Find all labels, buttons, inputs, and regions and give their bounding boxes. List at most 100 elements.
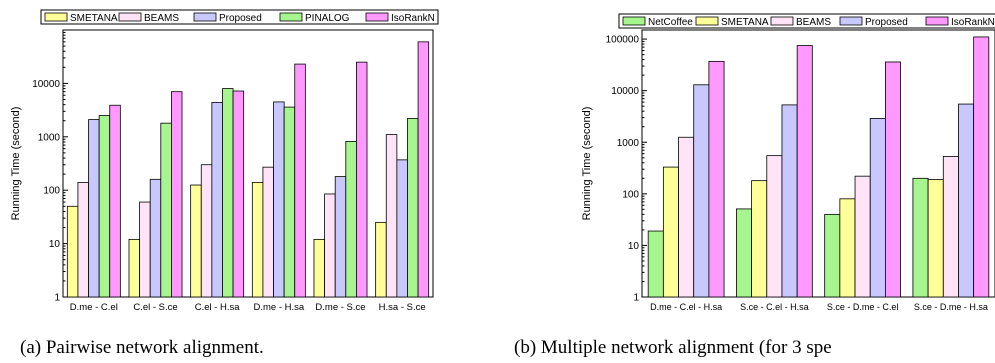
x-tick-label: D.me - H.sa: [253, 302, 304, 313]
y-tick-label: 10: [49, 239, 61, 250]
chart-b: 1 10 100 1000 10000 100000 Running Time (secon…: [514, 13, 995, 358]
y-tick-label: 100: [622, 189, 639, 200]
bar-beams-1: [139, 201, 151, 298]
bar-pinalog-1: [160, 122, 172, 298]
legend-label: IsoRankN: [951, 17, 995, 28]
chart-a: 1 10 100 1000 10000 Running Time (second) D.me…: [10, 9, 439, 358]
legend-swatch-isorankn: [365, 12, 389, 22]
y-tick-label: 10: [628, 241, 640, 252]
legend-label: Proposed: [219, 13, 262, 24]
legend-swatch-netcoffee: [622, 16, 646, 26]
x-tick-label: C.el - H.sa: [195, 302, 241, 313]
bar-pinalog-4: [345, 141, 357, 298]
bar-smetana-3: [927, 179, 944, 298]
bar-netcoffee-2: [824, 213, 841, 298]
bar-smetana-4: [313, 238, 325, 298]
bar-proposed-4: [334, 176, 347, 298]
y-tick-label: 1: [54, 293, 60, 304]
bar-proposed-0: [88, 119, 100, 298]
bar-proposed-2: [869, 117, 886, 298]
legend-label: BEAMS: [144, 13, 179, 24]
y-tick-label: 10000: [611, 86, 639, 97]
bar-pinalog-5: [407, 118, 419, 298]
bar-isorankn-2: [884, 61, 901, 298]
bar-smetana-3: [251, 181, 264, 298]
bar-smetana-1: [751, 180, 768, 298]
x-tick-label: D.me - C.el - H.sa: [650, 302, 722, 312]
bar-pinalog-3: [283, 106, 296, 298]
legend-label: SMETANA: [70, 13, 118, 24]
x-tick-label: H.sa - S.ce: [379, 302, 426, 313]
bar-smetana-0: [66, 205, 79, 298]
x-tick-label: S.ce - D.me - C.el: [827, 302, 899, 312]
bar-smetana-0: [662, 166, 679, 298]
bar-proposed-3: [958, 103, 975, 298]
x-tick-label: D.me - S.ce: [315, 302, 365, 313]
y-tick-label: 1: [633, 293, 639, 304]
x-tick-label: S.ce - C.el - H.sa: [740, 302, 809, 312]
bar-netcoffee-3: [912, 177, 929, 298]
bar-beams-5: [385, 134, 398, 298]
y-tick-label: 1000: [38, 132, 61, 143]
bar-proposed-5: [396, 159, 408, 298]
y-tick-label: 10000: [32, 79, 60, 90]
bar-beams-3: [262, 166, 274, 298]
x-tick-label: C.el - S.ce: [133, 302, 177, 313]
bar-beams-0: [678, 136, 695, 298]
x-tick-label: S.ce - D.me - H.sa: [914, 302, 988, 312]
bar-beams-4: [324, 193, 336, 298]
bar-smetana-5: [375, 221, 387, 298]
y-axis-label: Running Time (second): [581, 107, 593, 221]
y-tick-label: 100: [43, 186, 60, 197]
y-tick-label: 1000: [617, 138, 640, 149]
bar-pinalog-0: [98, 115, 111, 298]
chart-caption: (a) Pairwise network alignment.: [20, 337, 264, 358]
bar-netcoffee-0: [647, 230, 664, 298]
legend-swatch-pinalog: [279, 12, 303, 22]
legend-label: BEAMS: [796, 17, 831, 28]
bar-isorankn-1: [796, 45, 813, 298]
bar-smetana-1: [128, 238, 140, 298]
bar-isorankn-0: [109, 104, 121, 298]
bar-netcoffee-1: [736, 208, 753, 298]
legend-label: SMETANA: [721, 17, 769, 28]
bar-proposed-3: [273, 101, 285, 298]
bar-isorankn-1: [171, 91, 183, 298]
bar-proposed-1: [781, 104, 798, 298]
bar-isorankn-0: [708, 60, 725, 298]
bar-smetana-2: [839, 198, 856, 298]
legend-label: PINALOG: [305, 13, 350, 24]
y-tick-label: 100000: [606, 35, 640, 46]
plot-frame: [641, 29, 995, 298]
legend-swatch-smetana: [695, 16, 719, 26]
legend-swatch-isorankn: [925, 16, 949, 26]
legend-swatch-beams: [118, 12, 142, 22]
bar-beams-2: [854, 175, 871, 298]
legend-swatch-proposed: [193, 12, 217, 22]
bar-smetana-2: [190, 184, 202, 298]
chart-caption: (b) Multiple network alignment (for 3 sp…: [514, 337, 832, 358]
legend-swatch-beams: [770, 16, 794, 26]
legend-label: Proposed: [865, 17, 908, 28]
legend-swatch-proposed: [839, 16, 863, 26]
bar-isorankn-5: [417, 41, 430, 298]
bar-proposed-1: [149, 178, 162, 298]
legend-swatch-smetana: [44, 12, 68, 22]
bar-proposed-2: [211, 102, 223, 298]
legend-label: NetCoffee: [648, 17, 693, 28]
bar-beams-2: [200, 164, 213, 298]
bar-isorankn-2: [232, 90, 245, 298]
bar-isorankn-3: [294, 63, 306, 298]
plot-frame: [62, 29, 434, 298]
bar-beams-0: [77, 181, 89, 298]
bar-beams-3: [942, 156, 959, 298]
bar-beams-1: [766, 155, 783, 298]
y-axis-label: Running Time (second): [10, 107, 22, 221]
bar-pinalog-2: [222, 88, 234, 298]
bar-proposed-0: [693, 84, 710, 298]
x-tick-label: D.me - C.el: [70, 302, 118, 313]
bar-isorankn-3: [973, 36, 990, 298]
bar-isorankn-4: [356, 61, 368, 298]
legend-label: IsoRankN: [391, 13, 435, 24]
